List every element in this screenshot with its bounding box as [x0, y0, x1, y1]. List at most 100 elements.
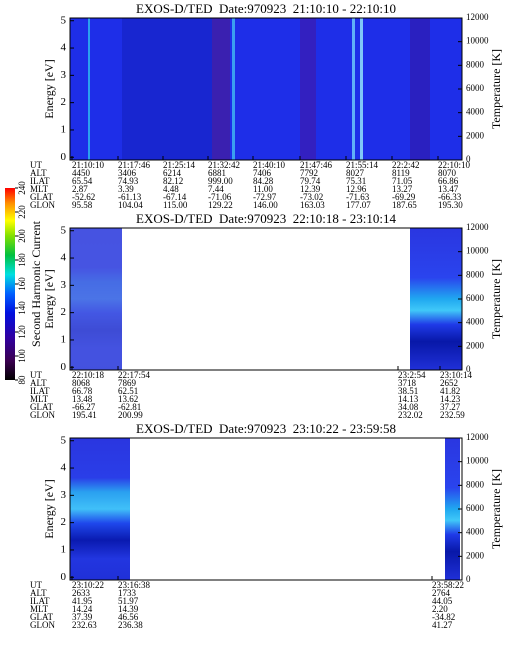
colorbar-tick-label: 180 [17, 253, 27, 267]
table-cell: 46.56 [118, 612, 139, 622]
table-cell: 79.74 [300, 176, 321, 186]
row-label: UT [30, 370, 42, 380]
row-label: MLT [30, 604, 49, 614]
table-cell: 195.30 [438, 200, 463, 210]
y-tick-label: 5 [61, 434, 67, 446]
table-cell: 999.00 [208, 176, 233, 186]
table-cell: -61.13 [118, 192, 142, 202]
colorbar-tick-label: 240 [17, 181, 27, 195]
y-tick-label: 1 [61, 333, 67, 345]
row-label: GLAT [30, 402, 53, 412]
row-label: ALT [30, 168, 47, 178]
table-cell: 23:16:38 [118, 580, 151, 590]
table-cell: 6881 [208, 168, 226, 178]
y2-axis-label: Temperature [K] [489, 469, 503, 549]
table-cell: 23:10:22 [72, 580, 104, 590]
table-cell: 13.48 [72, 394, 93, 404]
table-cell: 38.51 [398, 386, 418, 396]
y2-axis-label: Temperature [K] [489, 259, 503, 339]
table-cell: 163.03 [300, 200, 325, 210]
table-cell: 84.28 [253, 176, 274, 186]
table-cell: 41.82 [440, 386, 460, 396]
row-label: ILAT [30, 176, 50, 186]
colorbar-tick-label: 100 [17, 349, 27, 363]
y-axis-label: Energy [eV] [42, 479, 56, 538]
y-tick-label: 0 [61, 571, 67, 583]
table-cell: 21:47:46 [300, 160, 333, 170]
table-cell: 21:32:42 [208, 160, 240, 170]
table-cell: -69.29 [392, 192, 416, 202]
row-label: GLON [30, 410, 55, 420]
y-tick-label: 2 [61, 96, 67, 108]
table-cell: 8070 [438, 168, 457, 178]
table-cell: 4450 [72, 168, 91, 178]
row-label: ALT [30, 378, 47, 388]
y-tick-label: 4 [61, 462, 67, 474]
row-label: MLT [30, 394, 49, 404]
table-cell: -72.97 [253, 192, 277, 202]
y-tick-label: 3 [61, 279, 67, 291]
table-cell: 66.78 [72, 386, 93, 396]
table-cell: -73.02 [300, 192, 323, 202]
y2-tick-label: 0 [466, 154, 471, 164]
table-cell: 22:2:42 [392, 160, 420, 170]
table-cell: 14.39 [118, 604, 139, 614]
y2-tick-label: 6000 [466, 293, 485, 303]
table-cell: 66.86 [438, 176, 459, 186]
row-label: UT [30, 580, 42, 590]
table-cell: 14.24 [72, 604, 93, 614]
y2-tick-label: 10000 [466, 36, 489, 46]
y2-tick-label: 4000 [466, 317, 485, 327]
plot-frame [69, 227, 463, 371]
table-cell: 8068 [72, 378, 91, 388]
row-label: MLT [30, 184, 49, 194]
table-cell: 22:10:18 [72, 370, 105, 380]
row-label: GLAT [30, 192, 53, 202]
table-cell: 12.39 [300, 184, 321, 194]
y2-tick-label: 8000 [466, 269, 485, 279]
y-tick-label: 1 [61, 543, 67, 555]
y2-tick-label: 10000 [466, 246, 489, 256]
table-cell: 65.54 [72, 176, 93, 186]
y-tick-label: 5 [61, 14, 67, 26]
table-cell: 8027 [346, 168, 365, 178]
colorbar-tick-label: 140 [17, 301, 27, 315]
table-cell: 2.87 [72, 184, 88, 194]
table-cell: 2633 [72, 588, 91, 598]
table-cell: 82.12 [163, 176, 183, 186]
table-cell: 41.27 [432, 620, 453, 630]
table-cell: 21:25:14 [163, 160, 196, 170]
y2-tick-label: 8000 [466, 479, 485, 489]
table-cell: 21:55:14 [346, 160, 379, 170]
colorbar-label: Second Harmonic Current [29, 220, 43, 347]
table-cell: -71.06 [208, 192, 232, 202]
row-label: ILAT [30, 596, 50, 606]
y2-tick-label: 0 [466, 574, 471, 584]
y2-tick-label: 2000 [466, 550, 485, 560]
table-cell: -71.63 [346, 192, 370, 202]
y2-tick-label: 8000 [466, 59, 485, 69]
table-cell: 236.38 [118, 620, 143, 630]
table-cell: 21:10:10 [72, 160, 105, 170]
table-cell: 232.59 [440, 410, 465, 420]
row-label: GLAT [30, 612, 53, 622]
y-axis-label: Energy [eV] [42, 59, 56, 118]
table-cell: 177.07 [346, 200, 371, 210]
y-tick-label: 0 [61, 361, 67, 373]
y-tick-label: 5 [61, 224, 67, 236]
y-tick-label: 1 [61, 123, 67, 135]
y2-tick-label: 12000 [466, 12, 489, 22]
y2-tick-label: 12000 [466, 432, 489, 442]
table-cell: 21:17:46 [118, 160, 151, 170]
table-cell: 62.51 [118, 386, 138, 396]
table-cell: 1733 [118, 588, 137, 598]
table-cell: 2764 [432, 588, 451, 598]
table-cell: 13.62 [118, 394, 138, 404]
y-tick-label: 2 [61, 516, 67, 528]
table-cell: 195.41 [72, 410, 97, 420]
table-cell: 232.63 [72, 620, 97, 630]
table-cell: 7792 [300, 168, 318, 178]
table-cell: 2.20 [432, 604, 448, 614]
table-cell: 232.02 [398, 410, 423, 420]
